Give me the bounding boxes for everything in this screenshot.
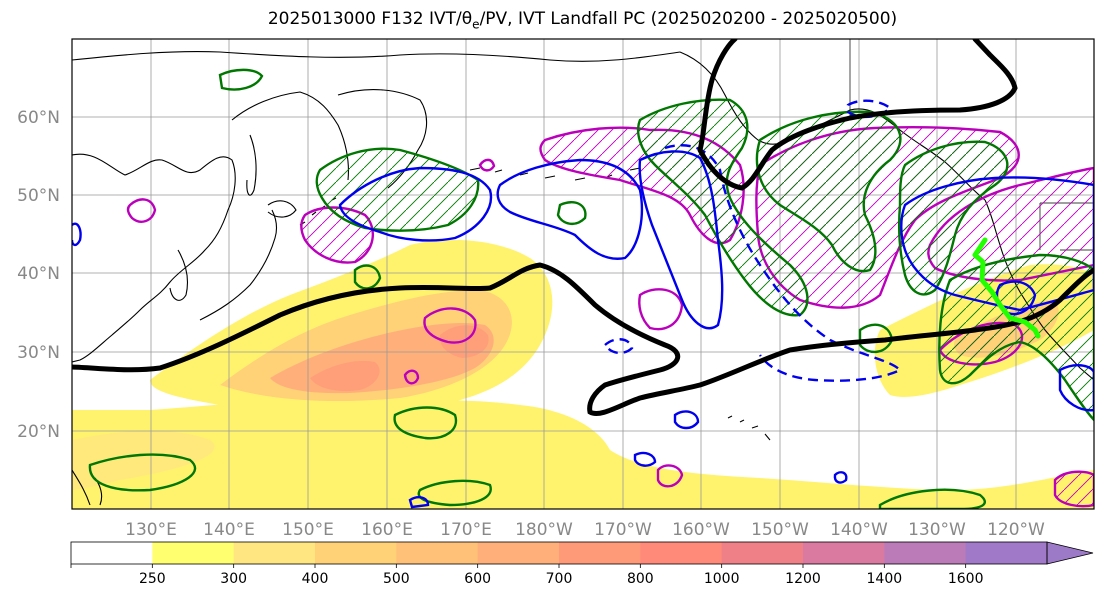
colorbar-swatch [965,542,1048,564]
theta-e-line-south [72,262,1094,416]
colorbar-tick-label: 1400 [867,571,903,587]
blue-loop-2 [673,410,700,430]
coast-siberia-north [72,50,681,62]
colorbar-swatch [152,542,235,564]
blue-contour-west [338,166,493,242]
magenta-loop-5 [478,158,496,172]
lon-label: 180°W [515,520,573,540]
theta-e-line-north [697,39,1018,191]
map-plot-area [72,39,1094,509]
lon-label: 130°W [908,520,966,540]
ivt-band-south [72,399,1094,509]
lon-label: 160°W [672,520,730,540]
colorbar-swatch [233,542,316,564]
lon-label: 140°W [830,520,888,540]
map-frame [71,38,1095,510]
colorbar-swatch [640,542,723,564]
blue-loop-4 [833,471,848,484]
colorbar-swatch [884,542,967,564]
colorbar-tick-label: 500 [383,571,410,587]
colorbar-tick-label: 400 [302,571,329,587]
colorbar-swatch [803,542,885,564]
magenta-loop-6 [656,464,684,488]
colorbar-extend-arrow [1046,541,1094,565]
colorbar-swatch [396,542,479,564]
magenta-loop-4 [403,369,420,385]
green-loop-5 [417,479,492,507]
coast-japan-hokkaido [267,200,297,218]
magenta-loop-7 [1053,470,1094,508]
landfall-polyline [972,237,1041,339]
blue-loop-3 [633,451,657,467]
blue-contour-gulf [496,158,644,260]
magenta-loop-3 [638,288,684,331]
lat-label: 60°N [17,108,60,128]
blue-dashed-3 [603,338,634,355]
coast-sakhalin [246,134,257,196]
green-loop-1 [218,68,264,91]
green-loop-2 [353,264,382,290]
lat-label: 50°N [17,186,60,206]
longitude-axis-labels: 130°E 140°E 150°E 160°E 170°E 180°W 170°… [125,520,1045,540]
coast-hawaii [727,415,771,441]
coast-japan-honshu [199,209,277,321]
blue-contour-se [1058,364,1094,412]
coast-asia-mainland [72,153,236,363]
magenta-loop-1 [126,198,157,223]
blue-loop-1 [72,222,82,247]
green-loop-4 [88,453,197,492]
colorbar-tick-label: 600 [464,571,491,587]
lon-label: 170°E [440,520,492,540]
lon-label: 150°W [751,520,809,540]
coast-korea [169,249,188,301]
green-hatched-east [755,110,902,273]
colorbar-tick-label: 800 [627,571,654,587]
lon-label: 130°E [125,520,177,540]
map-title: 2025013000 F132 IVT/θe/PV, IVT Landfall … [267,9,898,32]
theta-e-contour [72,39,1094,416]
colorbar-tick-label: 1200 [785,571,821,587]
colorbar-swatch [315,542,397,564]
colorbar-swatch [71,542,153,564]
colorbar-tick-label: 1000 [704,571,740,587]
colorbar-tick-label: 300 [220,571,247,587]
magenta-loop-2 [423,307,477,344]
colorbar-swatch [477,542,560,564]
green-hatched-se [938,253,1094,422]
lat-label: 30°N [17,343,60,363]
lon-label: 140°E [203,520,255,540]
colorbar: 250 300 400 500 600 700 800 1000 1200 1400 1600 [70,541,1094,587]
green-loop-3 [393,406,458,440]
lat-label: 40°N [17,264,60,284]
colorbar-tick-label: 1600 [948,571,984,587]
colorbar-tick-label: 250 [139,571,166,587]
green-hatched-gulf [636,98,809,317]
green-loop-8 [556,201,587,226]
lat-label: 20°N [17,422,60,442]
blue-loop-5 [408,496,430,509]
coast-okhotsk [231,91,349,181]
lon-label: 170°W [594,520,652,540]
lon-label: 160°E [361,520,413,540]
colorbar-tick-label: 700 [546,571,573,587]
lon-label: 120°W [987,520,1045,540]
colorbar-swatch [721,542,804,564]
ivt-plume-max [310,360,380,392]
coast-aleutians [469,167,641,181]
latitude-axis-labels: 60°N 50°N 40°N 30°N 20°N [17,108,60,442]
landfall-line [972,237,1041,339]
blue-contour-center [638,150,724,330]
ivt-band-south-inner [72,430,215,490]
lon-label: 150°E [282,520,334,540]
blue-dashed-1 [664,144,903,382]
colorbar-swatch [559,542,641,564]
